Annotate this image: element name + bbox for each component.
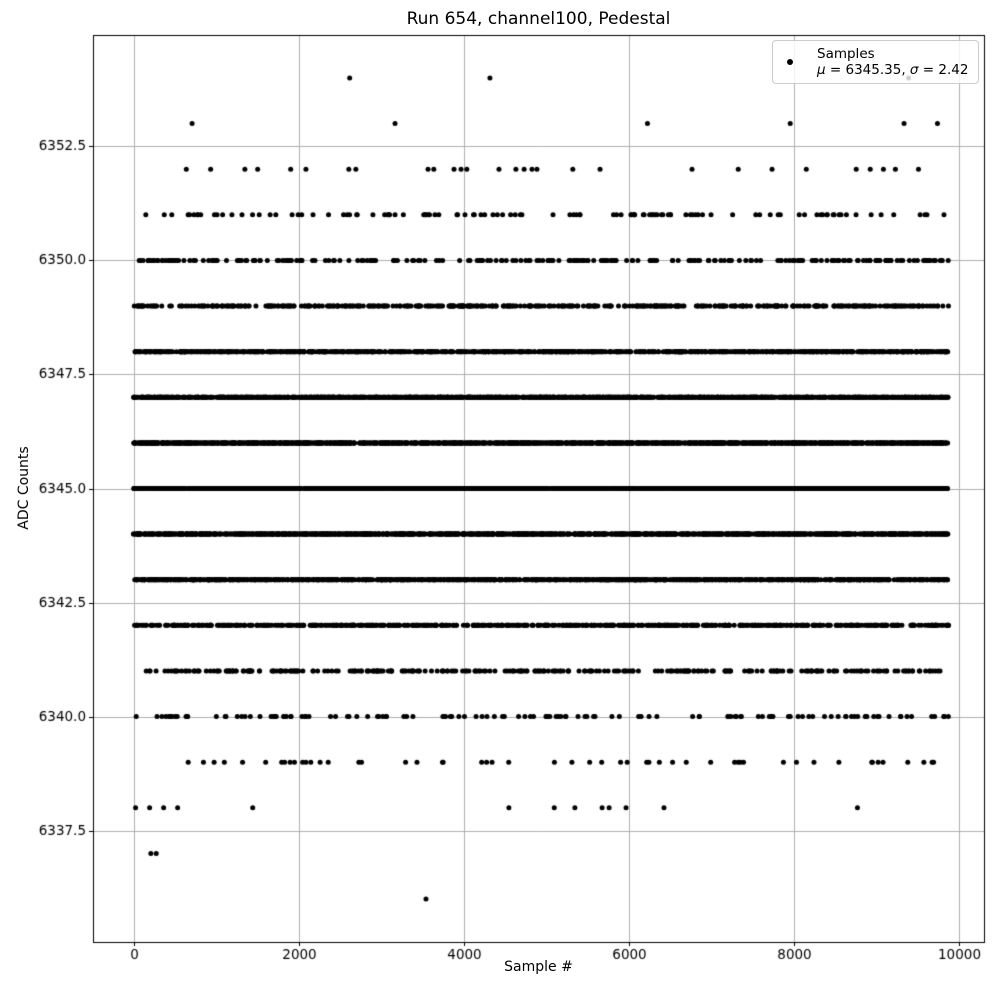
x-axis-label: Sample # xyxy=(504,959,573,975)
legend-text: Samples μ = 6345.35, σ = 2.42 xyxy=(817,46,968,78)
sample-dot-icon xyxy=(787,59,793,65)
legend-label-stats: μ = 6345.35, σ = 2.42 xyxy=(817,62,969,78)
legend-label-samples: Samples xyxy=(817,46,875,62)
chart-title: Run 654, channel100, Pedestal xyxy=(406,9,671,29)
legend: Samples μ = 6345.35, σ = 2.42 xyxy=(772,40,979,84)
y-axis-label: ADC Counts xyxy=(16,446,32,530)
